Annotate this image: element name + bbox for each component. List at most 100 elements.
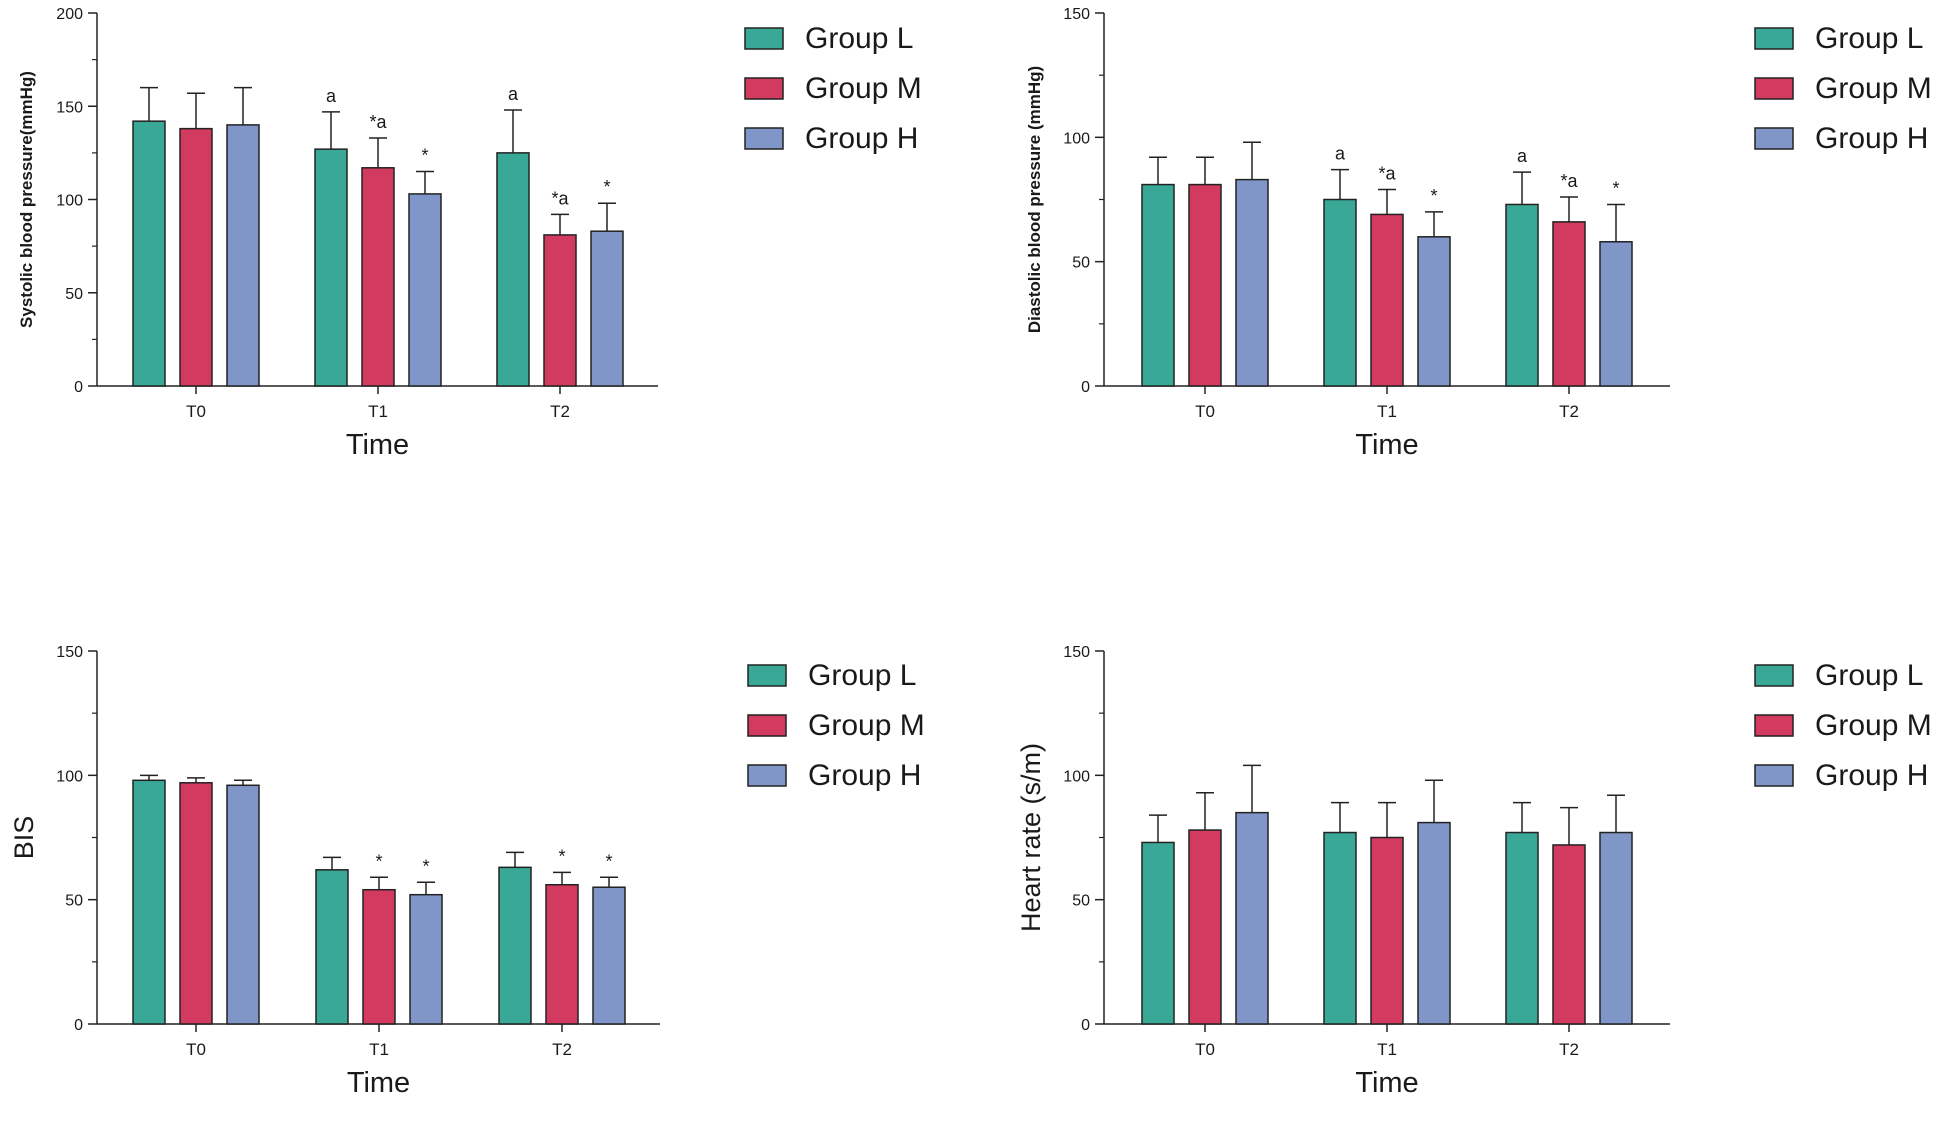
bar-group-l [1141, 841, 1175, 1025]
y-tick-label: 0 [1081, 379, 1090, 396]
legend-label: Group H [1815, 122, 1928, 155]
y-axis-label: Heart rate (s/m) [1016, 743, 1046, 932]
bar-group-h [1599, 241, 1633, 387]
x-axis-label: Time [1355, 1067, 1418, 1099]
x-tick-label: T1 [1377, 402, 1397, 421]
legend-swatch-group-l [1754, 664, 1794, 687]
legend-label: Group H [1815, 759, 1928, 792]
legend-label: Group H [805, 122, 918, 155]
legend-label: Group L [1815, 659, 1923, 692]
x-tick-label: T2 [1559, 402, 1579, 421]
bar-group-l [1141, 183, 1175, 387]
y-tick-label: 100 [1063, 130, 1090, 147]
bar-group-m [1370, 836, 1404, 1025]
legend-swatch-group-h [1754, 764, 1794, 787]
significance-annotation: * [375, 851, 382, 871]
significance-annotation: * [421, 146, 428, 166]
y-tick-label: 200 [56, 6, 83, 23]
significance-annotation: * [603, 177, 610, 197]
x-tick-label: T0 [186, 1040, 206, 1059]
bar-group-m [179, 127, 213, 387]
legend-swatch-group-l [1754, 27, 1794, 50]
y-tick-label: 100 [56, 193, 83, 210]
significance-annotation: *a [1378, 164, 1396, 184]
significance-annotation: a [508, 84, 519, 104]
bar-group-h [590, 230, 624, 387]
legend-label: Group M [808, 709, 925, 742]
x-tick-label: T2 [550, 402, 570, 421]
bar-group-l [1323, 198, 1357, 387]
y-axis-label: BIS [9, 816, 39, 860]
x-tick-label: T0 [1195, 1040, 1215, 1059]
legend-label: Group L [1815, 22, 1923, 55]
significance-annotation: a [1517, 146, 1528, 166]
bar-group-m [1188, 829, 1222, 1025]
y-tick-label: 0 [74, 1017, 83, 1034]
bar-group-h [592, 886, 626, 1025]
legend-label: Group M [1815, 72, 1932, 105]
bar-group-m [1370, 213, 1404, 387]
bar-group-m [543, 234, 577, 387]
y-tick-label: 50 [1072, 893, 1090, 910]
x-axis-label: Time [346, 429, 409, 461]
x-tick-label: T1 [368, 402, 388, 421]
legend-swatch-group-l [747, 664, 787, 687]
y-tick-label: 0 [74, 379, 83, 396]
legend-label: Group L [805, 22, 913, 55]
chart-panel-heart-rate: 0 50 100 150 Heart rate (s/m) T0 T1 T2 Time Group… [970, 600, 1943, 1116]
significance-annotation: *a [369, 112, 387, 132]
bar-group-l [132, 120, 166, 387]
bar-group-m [1188, 183, 1222, 387]
bar-group-m [545, 883, 579, 1025]
bar-group-h [226, 124, 260, 387]
bar-group-l [1323, 831, 1357, 1025]
bar-group-l [132, 779, 166, 1025]
legend-label: Group M [805, 72, 922, 105]
y-tick-label: 150 [1063, 6, 1090, 23]
significance-annotation: * [1612, 178, 1619, 198]
bar-group-h [1417, 821, 1451, 1025]
legend-label: Group H [808, 759, 921, 792]
bis-chart: 0 50 100 150 BIS T0 T1 * * T2 * * Time Group L Group M… [9, 644, 925, 1099]
y-tick-label: 100 [1063, 768, 1090, 785]
legend-swatch-group-l [744, 27, 784, 50]
significance-annotation: a [326, 86, 337, 106]
y-tick-label: 0 [1081, 1017, 1090, 1034]
bar-group-m [361, 167, 395, 387]
y-axis-label: Systolic blood pressure(mmHg) [17, 71, 36, 328]
bar-group-m [362, 888, 396, 1025]
bar-group-l [1505, 831, 1539, 1025]
bar-group-h [1599, 831, 1633, 1025]
legend-swatch-group-m [1754, 77, 1794, 100]
bar-group-h [1235, 178, 1269, 387]
y-tick-label: 50 [65, 286, 83, 303]
bar-group-l [1505, 203, 1539, 387]
significance-annotation: * [1430, 186, 1437, 206]
bar-group-l [314, 148, 348, 387]
bar-group-h [409, 893, 443, 1025]
bar-group-l [315, 869, 349, 1025]
significance-annotation: * [605, 851, 612, 871]
x-tick-label: T2 [1559, 1040, 1579, 1059]
chart-panel-bis: 0 50 100 150 BIS T0 T1 * * T2 * * Time Group L Group M… [0, 600, 970, 1116]
bar-group-l [498, 866, 532, 1025]
bar-group-h [1417, 236, 1451, 387]
legend-swatch-group-h [744, 127, 784, 150]
bar-group-m [179, 782, 213, 1025]
y-tick-label: 150 [1063, 644, 1090, 661]
systolic-chart: 0 50 100 150 200 Systolic blood pressure(mmHg… [17, 6, 922, 461]
heart-rate-chart: 0 50 100 150 Heart rate (s/m) T0 T1 T2 Time Group… [1016, 644, 1932, 1099]
y-tick-label: 50 [1072, 255, 1090, 272]
significance-annotation: * [422, 856, 429, 876]
diastolic-chart: 0 50 100 150 Diastolic blood pressure (mmHg)… [1025, 6, 1932, 461]
bar-group-m [1552, 221, 1586, 387]
bar-group-h [1235, 811, 1269, 1025]
x-tick-label: T0 [186, 402, 206, 421]
legend-swatch-group-h [747, 764, 787, 787]
bar-group-m [1552, 844, 1586, 1025]
bar-group-l [496, 152, 530, 387]
significance-annotation: * [558, 846, 565, 866]
significance-annotation: *a [551, 188, 569, 208]
legend-swatch-group-m [1754, 714, 1794, 737]
legend-label: Group M [1815, 709, 1932, 742]
